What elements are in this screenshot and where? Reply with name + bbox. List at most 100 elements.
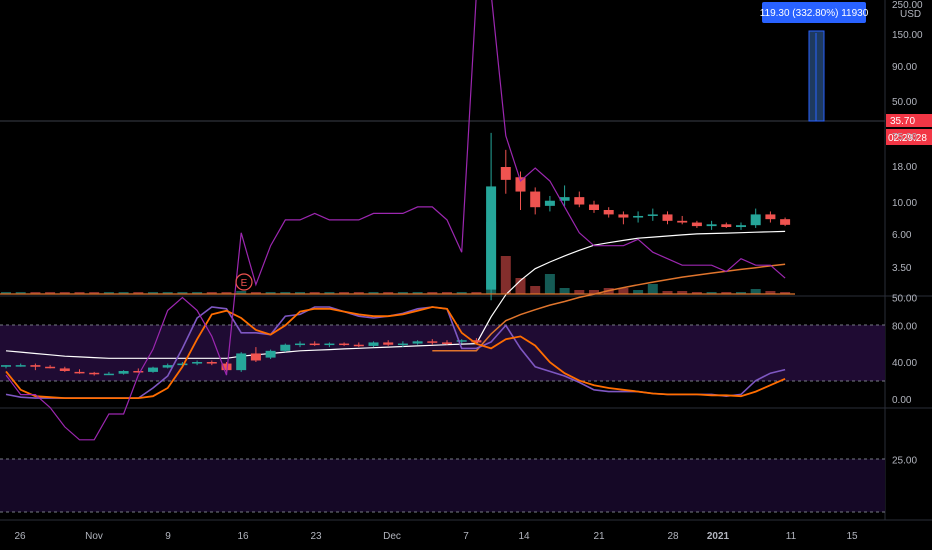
earnings-marker[interactable] (235, 273, 253, 291)
rsi-tick-label: 25.00 (892, 455, 917, 466)
candle-body (750, 214, 761, 226)
price-scale[interactable]: 250.00 150.00 90.00 50.00 18.00 10.00 6.00 3.50 (892, 0, 923, 274)
candle-body (250, 353, 261, 361)
candle-body (103, 373, 114, 376)
volume-bar (721, 292, 732, 294)
candle-body (677, 220, 688, 223)
volume-bar (133, 292, 144, 294)
currency-label: USD (900, 9, 921, 20)
volume-bar (324, 292, 335, 294)
volume-bar (662, 291, 673, 294)
volume-bar (677, 291, 688, 294)
time-tick-label: Dec (383, 531, 401, 542)
candle-body (515, 177, 526, 192)
volume-bar (30, 292, 41, 294)
time-tick-label: 9 (165, 531, 171, 542)
vwap-white (5, 230, 786, 359)
volume-bar (59, 292, 70, 294)
candle-body (647, 214, 658, 216)
vwap-white-line (5, 230, 786, 359)
candle-body (324, 343, 335, 346)
price-tick-label: 10.00 (892, 198, 917, 209)
stoch-overbought-band (0, 325, 885, 381)
volume-bar (309, 292, 320, 294)
time-axis[interactable]: 26 Nov 9 16 23 Dec 7 14 21 28 2021 11 15 (14, 531, 858, 542)
candle-body (780, 219, 791, 225)
measure-label-bg (762, 2, 866, 23)
volume-bar (633, 290, 644, 294)
candle-body (383, 342, 394, 345)
candle-body (559, 197, 570, 201)
price-tick-label: 3.50 (892, 263, 912, 274)
candle-body (427, 341, 438, 343)
volume-bar (295, 292, 305, 294)
stoch-tick-label: 80.00 (892, 321, 917, 332)
volume-bar (427, 292, 438, 294)
volume-bar (574, 290, 585, 294)
volume-bar (515, 278, 526, 294)
volume-bar (280, 292, 291, 294)
candle-body (721, 224, 732, 228)
candle-body (1, 365, 11, 367)
time-tick-label: 15 (846, 531, 858, 542)
candle-body (706, 224, 717, 227)
price-tick-label: 6.00 (892, 230, 912, 241)
volume-bar (118, 292, 129, 294)
candle-body (486, 186, 497, 290)
price-tick-label: 50.00 (892, 97, 917, 108)
candle-body (618, 214, 629, 218)
candle-body (412, 341, 423, 344)
candle-body (206, 362, 217, 364)
volume-bar (368, 292, 379, 294)
candle-body (544, 200, 555, 206)
volume-bar (45, 292, 56, 294)
candle-body (309, 343, 320, 346)
candle-body (15, 365, 26, 367)
volume-bar (339, 292, 350, 294)
volume-bar (471, 292, 482, 294)
volume-bar (265, 292, 276, 294)
volume-bar (103, 292, 114, 294)
volume-bar (353, 292, 364, 294)
rsi-tick-label: 75.00 (892, 132, 917, 143)
volume-bar (148, 292, 158, 294)
volume-bar (500, 256, 511, 294)
volume-bar (736, 292, 746, 294)
price-tick-label: 250.00 (892, 0, 923, 11)
candle-body (691, 222, 702, 227)
volume-bar (192, 292, 203, 294)
volume-bar (74, 292, 85, 294)
candle-body (442, 342, 452, 344)
rsi-tick-label: 50.00 (892, 294, 917, 305)
candle-body (295, 343, 305, 346)
candle-body (397, 343, 408, 346)
candle-body (662, 214, 673, 221)
candle-body (280, 344, 291, 351)
volume-bar (15, 292, 26, 294)
price-tick-label: 150.00 (892, 30, 923, 41)
candle-body (133, 371, 144, 373)
candle-body (221, 363, 232, 371)
candle-body (118, 371, 129, 374)
candle-body (89, 372, 100, 375)
volume-bar (750, 289, 761, 294)
volume-bar (706, 292, 717, 294)
stoch-scale[interactable]: 80.00 40.00 0.00 (892, 321, 917, 406)
candle-body (30, 365, 41, 367)
candle-body (192, 362, 203, 364)
volume-bar (780, 292, 791, 294)
volume-bar (250, 292, 261, 294)
measure-label: 119.30 (332.80%) 11930 (760, 8, 869, 19)
earnings-label: E (241, 278, 248, 289)
volume-bar (397, 292, 408, 294)
time-tick-label: 23 (310, 531, 322, 542)
volume-bar (89, 292, 100, 294)
volume-bar (412, 292, 423, 294)
candle-body (471, 340, 482, 343)
time-tick-label: 26 (14, 531, 26, 542)
candle-body (368, 342, 379, 346)
candle-body (59, 368, 70, 372)
volume-bar (236, 291, 247, 294)
